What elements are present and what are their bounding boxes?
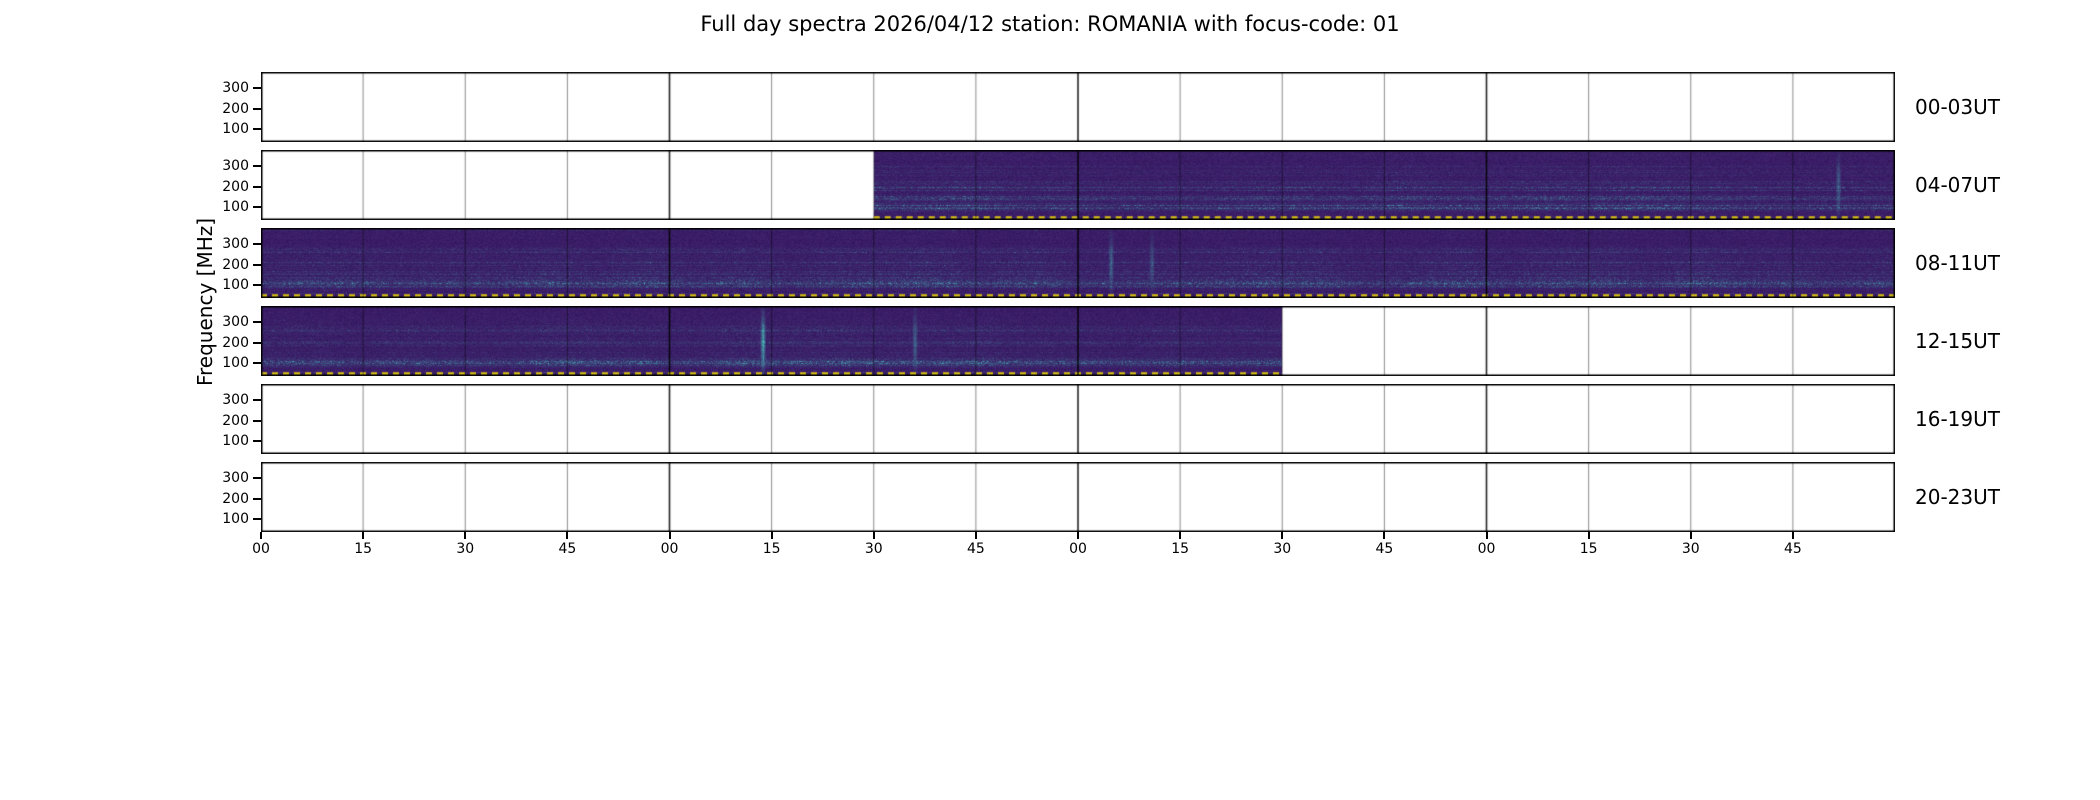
y-tick-mark [253, 440, 261, 443]
y-tick-mark [253, 362, 261, 365]
y-tick-label: 300 [222, 470, 249, 487]
x-tick-label: 15 [1579, 541, 1598, 557]
y-tick-label: 300 [222, 236, 249, 253]
spectrogram-panel-12-15ut [261, 306, 1895, 376]
x-tick-mark [260, 532, 262, 539]
y-tick-mark [253, 165, 261, 168]
y-tick-mark [253, 321, 261, 324]
y-tick-mark [253, 87, 261, 90]
y-tick-mark [253, 341, 261, 344]
y-tick-mark [253, 477, 261, 480]
y-tick-label: 100 [222, 433, 249, 450]
x-tick-mark [1791, 532, 1794, 539]
y-tick-mark [253, 284, 261, 287]
x-tick-mark [464, 532, 467, 539]
spectrogram-panel-00-03ut [261, 72, 1895, 142]
x-tick-label: 00 [252, 541, 270, 557]
spectrogram-panel-20-23ut [261, 462, 1895, 532]
row-label-16-19ut: 16-19UT [1915, 407, 2000, 431]
y-tick-label: 300 [222, 158, 249, 175]
y-tick-label: 200 [222, 256, 249, 273]
x-tick-mark [1179, 532, 1182, 539]
y-tick-label: 300 [222, 80, 249, 97]
x-tick-label: 30 [1681, 541, 1700, 557]
x-tick-mark [668, 532, 671, 539]
y-tick-mark [253, 107, 261, 110]
x-tick-mark [566, 532, 569, 539]
x-tick-mark [1485, 532, 1488, 539]
y-tick-label: 200 [222, 178, 249, 195]
spectrogram-panel-16-19ut [261, 384, 1895, 454]
x-tick-mark [1383, 532, 1386, 539]
row-label-08-11ut: 08-11UT [1915, 251, 2000, 275]
y-tick-label: 100 [222, 199, 249, 216]
y-tick-label: 200 [222, 334, 249, 351]
x-tick-label: 15 [354, 541, 373, 557]
y-tick-mark [253, 128, 261, 131]
x-tick-mark [362, 532, 365, 539]
y-tick-mark [253, 263, 261, 266]
y-tick-mark [253, 518, 261, 521]
x-tick-label: 30 [864, 541, 883, 557]
x-tick-label: 45 [558, 541, 577, 557]
x-tick-mark [1587, 532, 1590, 539]
y-tick-label: 100 [222, 121, 249, 138]
x-tick-mark [770, 532, 773, 539]
spectrogram-panel-04-07ut [261, 150, 1895, 220]
y-tick-mark [253, 419, 261, 422]
x-tick-label: 15 [762, 541, 781, 557]
row-label-00-03ut: 00-03UT [1915, 95, 2000, 119]
spectrogram-panel-08-11ut [261, 228, 1895, 298]
x-tick-label: 30 [456, 541, 475, 557]
x-tick-label: 45 [966, 541, 985, 557]
y-tick-mark [253, 497, 261, 500]
y-tick-mark [253, 243, 261, 246]
x-tick-mark [1077, 532, 1079, 539]
y-tick-mark [253, 399, 261, 402]
x-tick-mark [872, 532, 875, 539]
x-tick-label: 30 [1273, 541, 1292, 557]
x-tick-label: 00 [1069, 541, 1087, 557]
x-tick-mark [1281, 532, 1284, 539]
y-tick-label: 200 [222, 412, 249, 429]
row-label-04-07ut: 04-07UT [1915, 173, 2000, 197]
x-tick-label: 00 [1477, 541, 1496, 557]
row-label-20-23ut: 20-23UT [1915, 485, 2000, 509]
x-tick-label: 45 [1375, 541, 1394, 557]
y-tick-label: 100 [222, 277, 249, 294]
x-tick-label: 15 [1171, 541, 1190, 557]
x-tick-label: 45 [1783, 541, 1802, 557]
y-tick-label: 300 [222, 314, 249, 331]
y-tick-mark [253, 185, 261, 188]
chart-title: Full day spectra 2026/04/12 station: ROM… [700, 12, 1400, 36]
x-tick-mark [1689, 532, 1692, 539]
x-tick-label: 00 [660, 541, 679, 557]
y-tick-label: 100 [222, 355, 249, 372]
y-tick-mark [253, 206, 261, 209]
y-axis-label: Frequency [MHz] [193, 217, 217, 387]
y-tick-label: 200 [222, 100, 249, 117]
y-tick-label: 100 [222, 511, 249, 528]
row-label-12-15ut: 12-15UT [1915, 329, 2000, 353]
y-tick-label: 200 [222, 490, 249, 507]
x-tick-mark [974, 532, 977, 539]
y-tick-label: 300 [222, 392, 249, 409]
